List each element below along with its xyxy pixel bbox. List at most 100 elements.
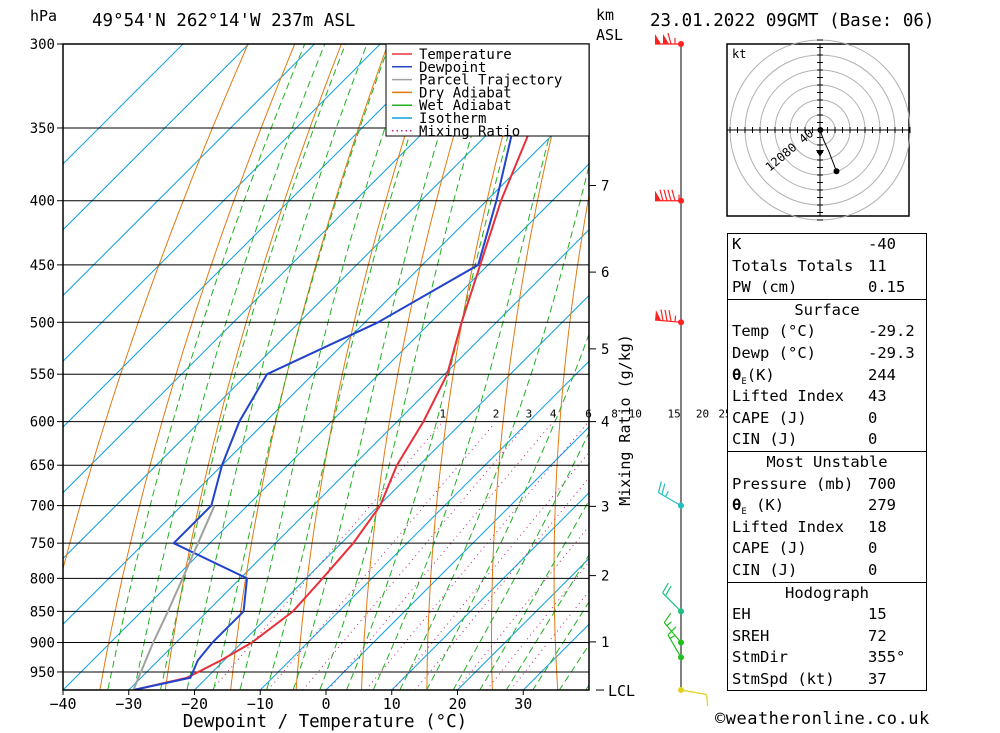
km-tick-label: 2 [601, 569, 609, 585]
wind-barb-pennant [663, 34, 669, 44]
wind-barb-flag [664, 309, 668, 322]
isotherm-line [259, 360, 589, 690]
isotherm-line [325, 426, 589, 690]
mixing-ratio-tick-label: 15 [667, 408, 680, 421]
legend-label: Dry Adiabat [419, 85, 512, 101]
pw-label: PW (cm) [732, 278, 798, 297]
wind-barb-flag [664, 585, 672, 597]
wet-adiabat-line [479, 499, 589, 690]
surface-theta-value: 244 [868, 365, 896, 384]
hodograph-table-title: Hodograph [785, 583, 869, 602]
dry-adiabat-line [992, 44, 1000, 690]
y-tick-label: 750 [30, 536, 55, 552]
surface-theta-label: θE(K) [732, 365, 775, 387]
dry-adiabat-line [426, 44, 529, 690]
stmspd-label: StmSpd (kt) [732, 669, 835, 688]
wet-adiabat-line [292, 44, 468, 690]
dry-adiabat-line [942, 44, 1000, 690]
hpa-label: hPa [30, 7, 57, 25]
pw-value: 0.15 [868, 278, 906, 297]
wet-adiabat-line [212, 44, 391, 690]
surface-temp-label: Temp (°C) [732, 322, 816, 341]
wind-barb-flag [660, 309, 664, 321]
mixing-ratio-tick-label: 10 [629, 408, 642, 421]
datetime-title: 23.01.2022 09GMT (Base: 06) [650, 11, 934, 31]
lcl-label: LCL [608, 682, 635, 700]
surface-cape-value: 0 [868, 408, 878, 427]
km-tick-label: 5 [601, 342, 609, 358]
legend-label: Dewpoint [419, 60, 486, 76]
wind-barb-flag [661, 483, 666, 495]
x-tick-label: −20 [181, 695, 208, 713]
mu-cin-value: 0 [868, 560, 878, 579]
mu-cape-label: CAPE (J) [732, 539, 807, 558]
dry-adiabat-line [164, 44, 342, 690]
mixing-ratio-tick-label: 20 [696, 408, 709, 421]
wet-adiabat-line [159, 44, 346, 690]
dry-adiabat-line [361, 44, 482, 690]
surface-li-label: Lifted Index [732, 387, 844, 406]
mixing-ratio-tick-label: 3 [526, 408, 533, 421]
isotherm-line [457, 557, 589, 690]
wind-barb-staff [662, 592, 682, 612]
credit-link[interactable]: ©weatheronline.co.uk [715, 709, 930, 729]
x-tick-label: −40 [49, 695, 76, 713]
dry-adiabat-line [230, 44, 389, 690]
mixing-ratio-axis-label: Mixing Ratio (g/kg) [616, 334, 634, 506]
mixing-ratio-labels: 1 2 3 4 6 8 10 15 20 25 [440, 408, 732, 421]
y-tick-label: 550 [30, 367, 55, 383]
wind-barb-pennant [655, 190, 661, 201]
sreh-value: 72 [868, 626, 887, 645]
stmdir-label: StmDir [732, 648, 788, 667]
wind-barb-flag [657, 481, 662, 493]
y-tick-label: 700 [30, 499, 55, 515]
y-tick-label: 350 [30, 121, 55, 137]
hodograph-end [833, 168, 840, 175]
km-tick-label: 3 [601, 499, 609, 515]
wind-barb-staff [655, 319, 682, 323]
x-tick-label: −30 [115, 695, 142, 713]
mixing-ratio-tick-label: 4 [550, 408, 557, 421]
isotherm-line [63, 44, 381, 362]
isotherm-line [194, 294, 589, 690]
surface-cape-label: CAPE (J) [732, 408, 807, 427]
isotherm-line [63, 44, 315, 297]
wind-barb-pennant [655, 34, 661, 44]
location-title: 49°54'N 262°14'W 237m ASL [92, 11, 355, 31]
wind-barb-flag [668, 310, 672, 322]
mixing-ratio-line [456, 525, 589, 690]
isotherm-line [63, 44, 184, 165]
legend-label: Temperature [419, 47, 512, 63]
wet-adiabat-line [372, 44, 575, 690]
storm-motion-marker [816, 150, 824, 157]
isotherm-line [128, 229, 589, 690]
km-tick-label: 4 [601, 415, 609, 431]
background-lines [63, 44, 1000, 690]
wet-adiabat-line [133, 44, 326, 690]
surface-dewp-label: Dewp (°C) [732, 343, 816, 362]
hodograph-unit: kt [732, 47, 746, 61]
surface-dewp-value: -29.3 [868, 343, 915, 362]
sounding-profiles [132, 44, 579, 690]
km-tick-label: 1 [601, 635, 609, 651]
x-tick-label: 20 [448, 695, 466, 713]
wind-barb-flag [667, 626, 677, 636]
k-label: K [732, 235, 742, 253]
mu-pressure-value: 700 [868, 474, 896, 493]
wind-barb-staff [680, 689, 707, 696]
profile-temperature [133, 44, 579, 690]
wind-barb-half-flag [674, 315, 677, 322]
y-tick-label: 300 [30, 37, 55, 53]
wind-barb-flag [667, 32, 672, 45]
profile-parcel-trajectory [132, 505, 216, 690]
hodograph-start [817, 127, 824, 133]
wind-barbs [655, 32, 709, 706]
y-tick-label: 850 [30, 604, 55, 620]
surface-title: Surface [794, 300, 860, 319]
wet-adiabat-line [532, 601, 589, 690]
wet-adiabat-line [452, 431, 589, 690]
x-tick-label: 30 [514, 695, 532, 713]
isotherm-line [63, 44, 578, 560]
